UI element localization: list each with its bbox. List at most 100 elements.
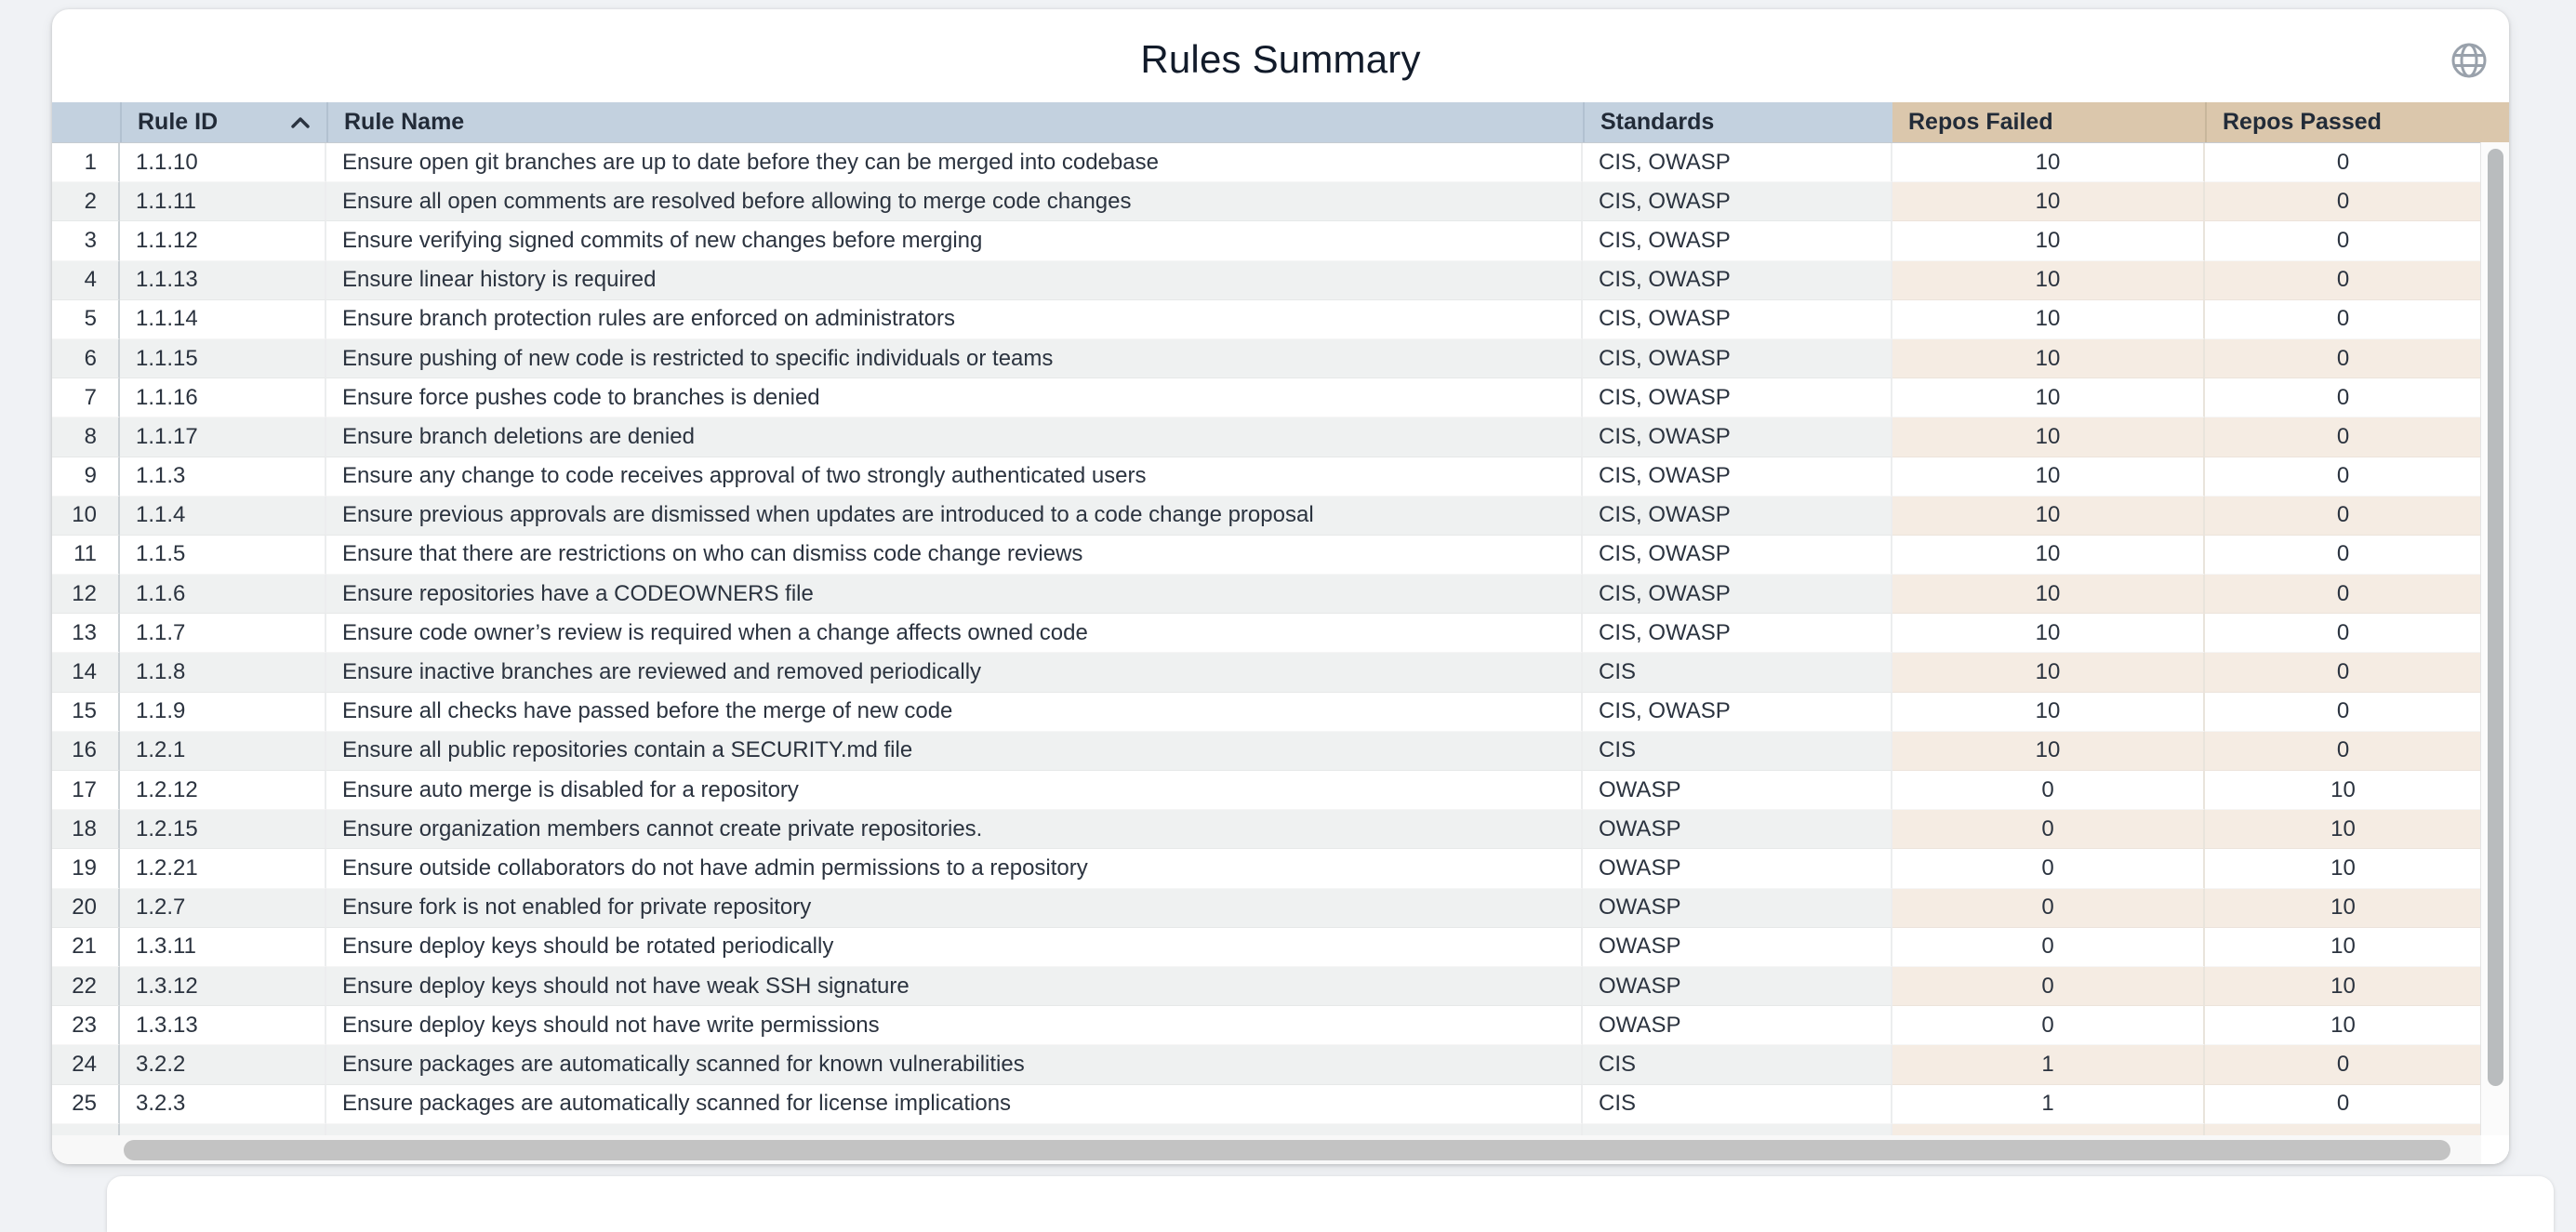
cell-repos-passed: 0 xyxy=(2205,1084,2481,1124)
sort-ascending-icon[interactable] xyxy=(289,115,312,130)
table-row[interactable]: 19 1.2.21 Ensure outside collaborators d… xyxy=(52,849,2509,889)
cell-repos-passed: 10 xyxy=(2205,927,2481,967)
cell-standards: OWASP xyxy=(1583,966,1892,1007)
cell-rule-name: Ensure verifying signed commits of new c… xyxy=(326,221,1583,261)
cell-standards: CIS, OWASP xyxy=(1583,143,1892,183)
vertical-scrollbar-track[interactable] xyxy=(2480,142,2509,1164)
cell-repos-passed: 0 xyxy=(2205,260,2481,300)
table-row[interactable]: 23 1.3.13 Ensure deploy keys should not … xyxy=(52,1006,2509,1046)
cell-rule-id: 1.1.9 xyxy=(120,692,326,732)
table-row[interactable]: 15 1.1.9 Ensure all checks have passed b… xyxy=(52,692,2509,732)
cell-repos-passed: 0 xyxy=(2205,299,2481,339)
cell-rule-name: Ensure pushing of new code is restricted… xyxy=(326,338,1583,379)
table-row[interactable]: 13 1.1.7 Ensure code owner’s review is r… xyxy=(52,614,2509,654)
cell-repos-passed: 0 xyxy=(2205,692,2481,732)
cell-standards: CIS, OWASP xyxy=(1583,692,1892,732)
cell-row-number: 19 xyxy=(52,849,120,889)
horizontal-scrollbar-track[interactable] xyxy=(52,1134,2509,1164)
cell-rule-id: 1.1.15 xyxy=(120,338,326,379)
header-rule-name[interactable]: Rule Name xyxy=(326,102,1583,142)
cell-repos-passed: 10 xyxy=(2205,1006,2481,1046)
cell-row-number: 23 xyxy=(52,1006,120,1046)
cell-rule-name: Ensure repositories have a CODEOWNERS fi… xyxy=(326,575,1583,615)
cell-rule-name: Ensure all checks have passed before the… xyxy=(326,692,1583,732)
vertical-scrollbar-thumb[interactable] xyxy=(2488,149,2503,1086)
cell-repos-passed: 0 xyxy=(2205,1045,2481,1085)
cell-repos-failed: 10 xyxy=(1892,692,2205,732)
table-row[interactable]: 24 3.2.2 Ensure packages are automatical… xyxy=(52,1045,2509,1085)
table-row[interactable]: 21 1.3.11 Ensure deploy keys should be r… xyxy=(52,927,2509,967)
table-row[interactable]: 12 1.1.6 Ensure repositories have a CODE… xyxy=(52,575,2509,615)
cell-standards: OWASP xyxy=(1583,810,1892,850)
cell-rule-name: Ensure code owner’s review is required w… xyxy=(326,614,1583,654)
table-row[interactable]: 17 1.2.12 Ensure auto merge is disabled … xyxy=(52,771,2509,811)
cell-repos-passed: 0 xyxy=(2205,378,2481,418)
table-row[interactable]: 14 1.1.8 Ensure inactive branches are re… xyxy=(52,653,2509,693)
cell-standards: CIS, OWASP xyxy=(1583,614,1892,654)
cell-row-number: 8 xyxy=(52,417,120,457)
cell-rule-name: Ensure linear history is required xyxy=(326,260,1583,300)
cell-repos-failed: 0 xyxy=(1892,927,2205,967)
table-row[interactable]: 16 1.2.1 Ensure all public repositories … xyxy=(52,731,2509,771)
table-row[interactable]: 2 1.1.11 Ensure all open comments are re… xyxy=(52,182,2509,222)
rules-summary-card: Rules Summary Rule ID Rule Name S xyxy=(52,9,2509,1164)
cell-repos-failed: 10 xyxy=(1892,731,2205,771)
table-row[interactable]: 7 1.1.16 Ensure force pushes code to bra… xyxy=(52,378,2509,418)
cell-rule-id: 1.1.14 xyxy=(120,299,326,339)
table-row[interactable]: 3 1.1.12 Ensure verifying signed commits… xyxy=(52,221,2509,261)
cell-standards: OWASP xyxy=(1583,927,1892,967)
cell-rule-id: 1.3.12 xyxy=(120,966,326,1007)
cell-repos-failed: 10 xyxy=(1892,338,2205,379)
cell-row-number: 6 xyxy=(52,338,120,379)
cell-rule-id: 1.1.4 xyxy=(120,496,326,536)
table-row[interactable]: 5 1.1.14 Ensure branch protection rules … xyxy=(52,299,2509,339)
scrollbar-corner xyxy=(2481,1134,2509,1164)
globe-icon[interactable] xyxy=(2448,39,2490,82)
cell-rule-name: Ensure branch protection rules are enfor… xyxy=(326,299,1583,339)
table-row[interactable]: 22 1.3.12 Ensure deploy keys should not … xyxy=(52,966,2509,1007)
cell-repos-failed: 0 xyxy=(1892,1006,2205,1046)
table-row[interactable]: 25 3.2.3 Ensure packages are automatical… xyxy=(52,1084,2509,1124)
header-rule-id[interactable]: Rule ID xyxy=(120,102,326,142)
table-row[interactable]: 10 1.1.4 Ensure previous approvals are d… xyxy=(52,496,2509,536)
cell-rule-id: 1.1.16 xyxy=(120,378,326,418)
cell-rule-name: Ensure inactive branches are reviewed an… xyxy=(326,653,1583,693)
cell-standards: CIS xyxy=(1583,1045,1892,1085)
table-row[interactable]: 9 1.1.3 Ensure any change to code receiv… xyxy=(52,457,2509,497)
cell-rule-id: 1.1.13 xyxy=(120,260,326,300)
card-header: Rules Summary xyxy=(52,9,2509,102)
table-row[interactable]: 4 1.1.13 Ensure linear history is requir… xyxy=(52,260,2509,300)
cell-repos-failed: 0 xyxy=(1892,849,2205,889)
cell-row-number: 12 xyxy=(52,575,120,615)
horizontal-scrollbar-thumb[interactable] xyxy=(124,1139,2450,1160)
table-row[interactable]: 1 1.1.10 Ensure open git branches are up… xyxy=(52,143,2509,183)
cell-rule-name: Ensure all open comments are resolved be… xyxy=(326,182,1583,222)
cell-rule-name: Ensure all public repositories contain a… xyxy=(326,731,1583,771)
page-title: Rules Summary xyxy=(1140,37,1421,81)
header-repos-passed[interactable]: Repos Passed xyxy=(2205,102,2509,142)
cell-rule-id: 1.1.10 xyxy=(120,143,326,183)
cell-rule-name: Ensure previous approvals are dismissed … xyxy=(326,496,1583,536)
cell-row-number: 21 xyxy=(52,927,120,967)
cell-rule-id: 1.1.6 xyxy=(120,575,326,615)
table-row[interactable]: 6 1.1.15 Ensure pushing of new code is r… xyxy=(52,338,2509,379)
cell-row-number: 5 xyxy=(52,299,120,339)
cell-row-number: 15 xyxy=(52,692,120,732)
cell-row-number: 18 xyxy=(52,810,120,850)
cell-rule-id: 1.1.17 xyxy=(120,417,326,457)
table-row[interactable]: 8 1.1.17 Ensure branch deletions are den… xyxy=(52,417,2509,457)
cell-rule-name: Ensure fork is not enabled for private r… xyxy=(326,888,1583,928)
table-row[interactable]: 11 1.1.5 Ensure that there are restricti… xyxy=(52,535,2509,576)
cell-repos-passed: 0 xyxy=(2205,496,2481,536)
table-row-partial[interactable] xyxy=(52,1123,2509,1135)
cell-rule-id: 1.2.1 xyxy=(120,731,326,771)
table-row[interactable]: 18 1.2.15 Ensure organization members ca… xyxy=(52,810,2509,850)
header-standards[interactable]: Standards xyxy=(1583,102,1892,142)
cell-rule-name: Ensure force pushes code to branches is … xyxy=(326,378,1583,418)
table-row[interactable]: 20 1.2.7 Ensure fork is not enabled for … xyxy=(52,888,2509,928)
header-rule-id-label: Rule ID xyxy=(138,109,219,135)
cell-row-number: 3 xyxy=(52,221,120,261)
cell-standards: OWASP xyxy=(1583,849,1892,889)
cell-standards: CIS xyxy=(1583,731,1892,771)
header-repos-failed[interactable]: Repos Failed xyxy=(1892,102,2205,142)
